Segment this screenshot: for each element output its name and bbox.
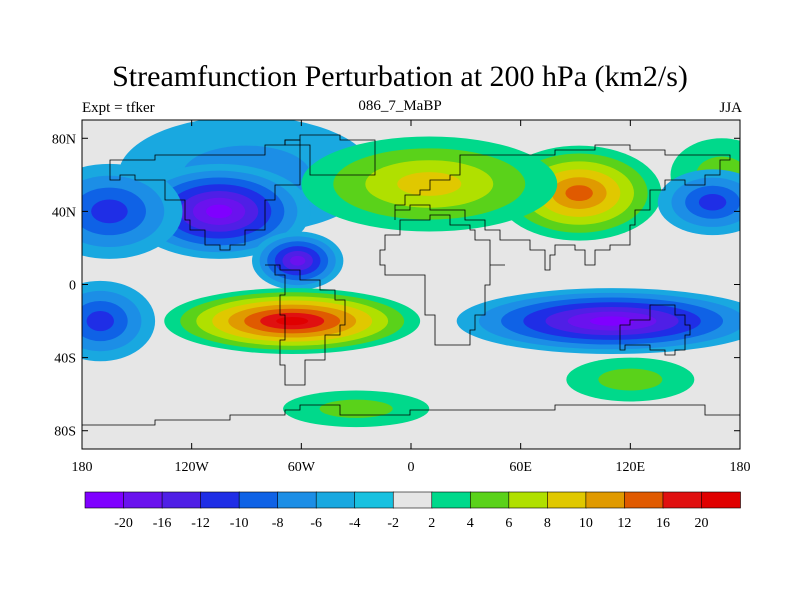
colorbar-swatch (662, 491, 703, 509)
experiment-label: Expt = tfker (82, 100, 155, 116)
coastline (619, 304, 691, 356)
colorbar-swatch (624, 491, 664, 509)
contour-band (86, 311, 114, 332)
colorbar-label: 12 (617, 516, 631, 531)
colorbar-label: 10 (579, 516, 593, 531)
contour-band (276, 316, 309, 326)
colorbar-swatch (161, 491, 202, 509)
contour-band (206, 204, 233, 219)
coastline (265, 264, 346, 386)
coastlines (82, 134, 740, 449)
contour-band (598, 368, 663, 391)
colorbar: -20 -16 -12 -10 -8 -6 -4 -2 2 4 6 8 10 12 16 20 (84, 491, 741, 531)
colorbar-label: 20 (694, 516, 708, 531)
colorbar-label: -4 (349, 516, 361, 531)
contour-band (319, 399, 393, 418)
case-label: 086_7_MaBP (358, 98, 442, 114)
colorbar-swatch (701, 491, 741, 509)
colorbar-label: -10 (230, 516, 249, 531)
contour-band (589, 316, 635, 326)
y-tick-label: 40N (52, 205, 76, 220)
colorbar-swatch (469, 491, 510, 509)
y-tick-label: 80S (54, 425, 76, 440)
x-tick-label: 180 (730, 460, 751, 475)
coastline (109, 139, 301, 251)
x-tick-label: 60E (509, 460, 532, 475)
colorbar-label: -12 (191, 516, 210, 531)
colorbar-label: -8 (272, 516, 284, 531)
contour-band (565, 185, 593, 202)
axes: 180 120W 60W 0 60E 120E 180 80N 40N 0 40S 80S (52, 120, 751, 475)
colorbar-label: 8 (544, 516, 551, 531)
colorbar-swatch (200, 491, 240, 509)
colorbar-label: 16 (656, 516, 670, 531)
y-tick-label: 80N (52, 132, 76, 147)
contour-band (698, 194, 727, 211)
colorbar-swatch (277, 491, 317, 509)
x-tick-label: 120W (175, 460, 210, 475)
y-tick-label: 40S (54, 352, 76, 367)
x-tick-label: 120E (616, 460, 646, 475)
colorbar-label: -16 (153, 516, 172, 531)
contour-band (290, 255, 306, 266)
chart-title: Streamfunction Perturbation at 200 hPa (… (112, 60, 688, 93)
colorbar-swatch (84, 491, 125, 509)
colorbar-swatch (392, 491, 433, 509)
coastline (394, 144, 731, 271)
x-tick-label: 180 (72, 460, 93, 475)
x-tick-label: 0 (408, 460, 415, 475)
contour-field (82, 120, 740, 428)
colorbar-swatch (585, 491, 626, 509)
contour-band (397, 172, 462, 196)
contour-band (91, 199, 128, 224)
y-tick-label: 0 (69, 279, 76, 294)
colorbar-label: 6 (505, 516, 512, 531)
season-label: JJA (719, 100, 742, 116)
x-tick-label: 60W (288, 460, 316, 475)
colorbar-label: 2 (428, 516, 435, 531)
colorbar-swatch (315, 491, 356, 509)
colorbar-swatch (123, 491, 163, 509)
colorbar-label: -20 (114, 516, 133, 531)
colorbar-label: -2 (387, 516, 399, 531)
coastline (284, 134, 376, 176)
colorbar-swatch (238, 491, 279, 509)
colorbar-label: 4 (467, 516, 474, 531)
colorbar-label: -6 (310, 516, 322, 531)
colorbar-swatch (354, 491, 395, 509)
colorbar-swatch (508, 491, 549, 509)
colorbar-swatch (431, 491, 472, 509)
coastline (82, 404, 740, 449)
coastline (379, 214, 505, 346)
colorbar-swatch (547, 491, 587, 509)
